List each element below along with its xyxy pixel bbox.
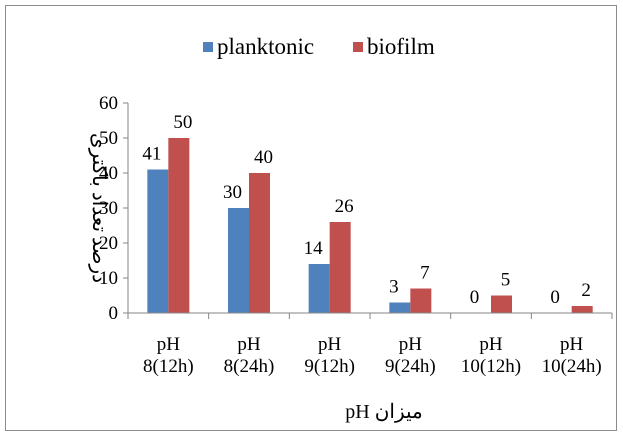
data-label-biofilm: 50 xyxy=(173,112,192,133)
data-label-biofilm: 7 xyxy=(420,263,430,284)
y-axis: 0 10 20 30 40 50 60 xyxy=(99,93,129,324)
data-label-planktonic: 3 xyxy=(389,277,399,298)
y-tick-label: 50 xyxy=(99,128,118,149)
x-category-label: pH 10(24h) xyxy=(542,334,602,377)
data-label-planktonic: 41 xyxy=(142,144,161,165)
x-axis-title: میزان pH xyxy=(345,401,422,423)
data-label-biofilm: 40 xyxy=(254,147,273,168)
data-label-planktonic: 0 xyxy=(470,287,480,308)
bar-biofilm xyxy=(168,138,190,313)
y-tick-label: 0 xyxy=(109,303,119,324)
data-label-biofilm: 5 xyxy=(501,270,511,291)
data-label-planktonic: 0 xyxy=(550,287,560,308)
y-tick-label: 60 xyxy=(99,93,118,114)
bar-biofilm xyxy=(571,306,593,313)
bar-planktonic xyxy=(389,302,411,313)
x-axis: pH 8(12h) pH 8(24h) pH 9(12h) pH 9(24h) pH 10(12h… xyxy=(127,312,613,377)
legend-swatch-planktonic xyxy=(203,42,213,52)
data-label-planktonic: 30 xyxy=(223,182,242,203)
y-axis-title: درصد تعداد باکتری xyxy=(88,133,110,283)
bar-biofilm xyxy=(410,288,432,313)
data-label-biofilm: 26 xyxy=(335,196,354,217)
legend: planktonic biofilm xyxy=(203,34,435,59)
data-label-planktonic: 14 xyxy=(304,238,324,259)
bar-biofilm xyxy=(329,222,351,313)
y-tick-label: 40 xyxy=(99,163,118,184)
y-tick-label: 10 xyxy=(99,268,118,289)
x-category-label: pH 10(12h) xyxy=(461,334,521,377)
y-tick-label: 20 xyxy=(99,233,118,254)
bar-planktonic xyxy=(147,169,169,313)
x-category-label: pH 9(24h) xyxy=(385,334,436,377)
legend-swatch-biofilm xyxy=(353,42,363,52)
legend-label-biofilm: biofilm xyxy=(367,34,435,59)
bar-biofilm xyxy=(491,295,512,313)
bar-planktonic xyxy=(228,208,249,313)
x-category-label: pH 9(12h) xyxy=(304,334,355,377)
data-label-biofilm: 2 xyxy=(581,280,591,301)
x-category-label: pH 8(24h) xyxy=(224,334,275,377)
bar-planktonic xyxy=(308,264,330,313)
x-category-label: pH 8(12h) xyxy=(143,334,194,377)
legend-label-planktonic: planktonic xyxy=(217,34,314,59)
chart-frame xyxy=(5,5,617,431)
y-tick-label: 30 xyxy=(99,198,118,219)
bar-biofilm xyxy=(249,173,270,313)
